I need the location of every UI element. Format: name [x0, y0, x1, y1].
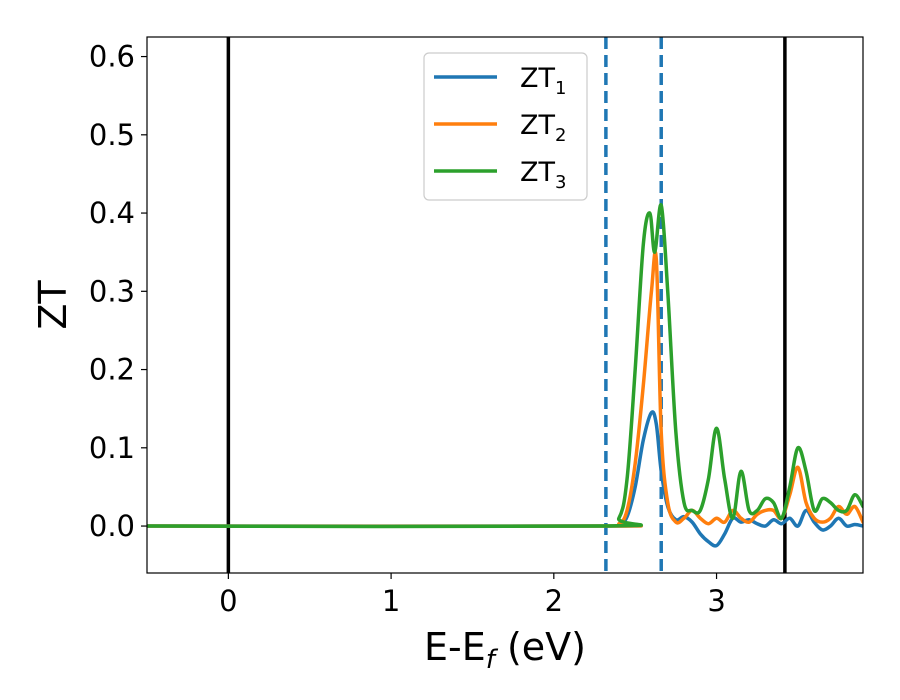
- legend-label-1: ZT1: [520, 63, 566, 99]
- legend-box: [423, 52, 588, 201]
- x-tick-label: 3: [707, 584, 725, 618]
- x-tick-label: 2: [545, 584, 563, 618]
- y-axis-label: ZT: [31, 280, 75, 330]
- y-tick-label: 0.3: [89, 274, 135, 308]
- y-tick-label: 0.6: [89, 40, 135, 74]
- x-axis-ticks: 0 1 2 3: [219, 573, 726, 618]
- y-tick-label: 0.4: [89, 196, 135, 230]
- y-axis-ticks: 0.0 0.1 0.2 0.3 0.4 0.5 0.6: [89, 40, 147, 543]
- legend-label-2: ZT2: [520, 110, 566, 146]
- x-tick-label: 0: [219, 584, 237, 618]
- y-tick-label: 0.2: [89, 353, 135, 387]
- legend-label-3: ZT3: [520, 157, 566, 193]
- plot-frame: [146, 36, 864, 574]
- y-tick-label: 0.5: [89, 118, 135, 152]
- legend: ZT1 ZT2 ZT3: [423, 52, 588, 201]
- series-line-2: [147, 250, 863, 528]
- y-tick-label: 0.0: [89, 509, 135, 543]
- y-tick-label: 0.1: [89, 431, 135, 465]
- series-line-3: [147, 203, 863, 529]
- series-line-1: [147, 410, 863, 548]
- reference-lines: [226, 37, 787, 573]
- x-tick-label: 1: [382, 584, 400, 618]
- series-lines: [147, 203, 863, 548]
- x-axis-label: E-Ef (eV): [424, 625, 586, 675]
